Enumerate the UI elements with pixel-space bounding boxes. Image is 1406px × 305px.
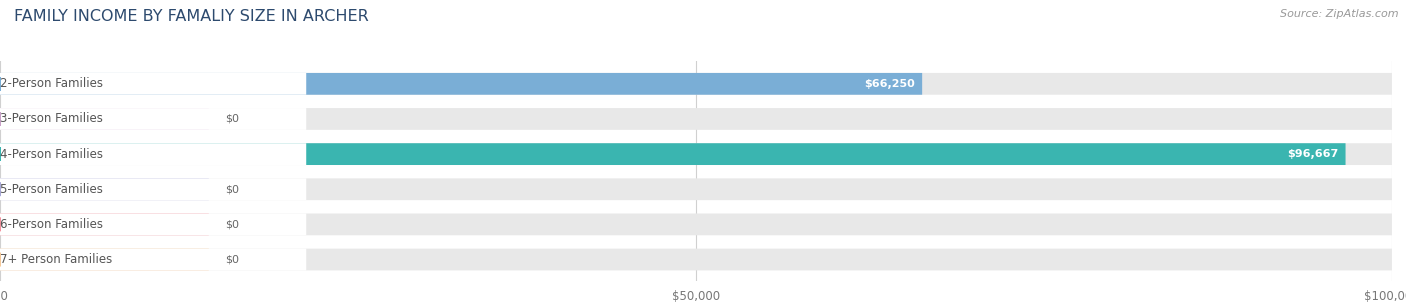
FancyBboxPatch shape xyxy=(0,143,307,165)
FancyBboxPatch shape xyxy=(0,214,209,235)
FancyBboxPatch shape xyxy=(0,143,1346,165)
Text: FAMILY INCOME BY FAMALIY SIZE IN ARCHER: FAMILY INCOME BY FAMALIY SIZE IN ARCHER xyxy=(14,9,368,24)
FancyBboxPatch shape xyxy=(0,73,1392,95)
Text: $0: $0 xyxy=(225,219,239,229)
FancyBboxPatch shape xyxy=(0,249,1392,271)
FancyBboxPatch shape xyxy=(0,178,209,200)
Text: $66,250: $66,250 xyxy=(865,79,915,89)
Text: $0: $0 xyxy=(225,254,239,264)
Text: 6-Person Families: 6-Person Families xyxy=(0,218,103,231)
FancyBboxPatch shape xyxy=(0,73,922,95)
FancyBboxPatch shape xyxy=(0,214,307,235)
FancyBboxPatch shape xyxy=(0,249,209,271)
Text: 2-Person Families: 2-Person Families xyxy=(0,77,103,90)
Text: 3-Person Families: 3-Person Families xyxy=(0,113,103,125)
FancyBboxPatch shape xyxy=(0,108,1392,130)
FancyBboxPatch shape xyxy=(0,73,307,95)
Text: 7+ Person Families: 7+ Person Families xyxy=(0,253,112,266)
FancyBboxPatch shape xyxy=(0,108,307,130)
FancyBboxPatch shape xyxy=(0,143,1392,165)
Text: $0: $0 xyxy=(225,114,239,124)
FancyBboxPatch shape xyxy=(0,178,1392,200)
Text: Source: ZipAtlas.com: Source: ZipAtlas.com xyxy=(1281,9,1399,19)
FancyBboxPatch shape xyxy=(0,178,307,200)
Text: $0: $0 xyxy=(225,184,239,194)
Text: 5-Person Families: 5-Person Families xyxy=(0,183,103,196)
FancyBboxPatch shape xyxy=(0,108,209,130)
Text: 4-Person Families: 4-Person Families xyxy=(0,148,103,161)
Text: $96,667: $96,667 xyxy=(1288,149,1339,159)
FancyBboxPatch shape xyxy=(0,249,307,271)
FancyBboxPatch shape xyxy=(0,214,1392,235)
